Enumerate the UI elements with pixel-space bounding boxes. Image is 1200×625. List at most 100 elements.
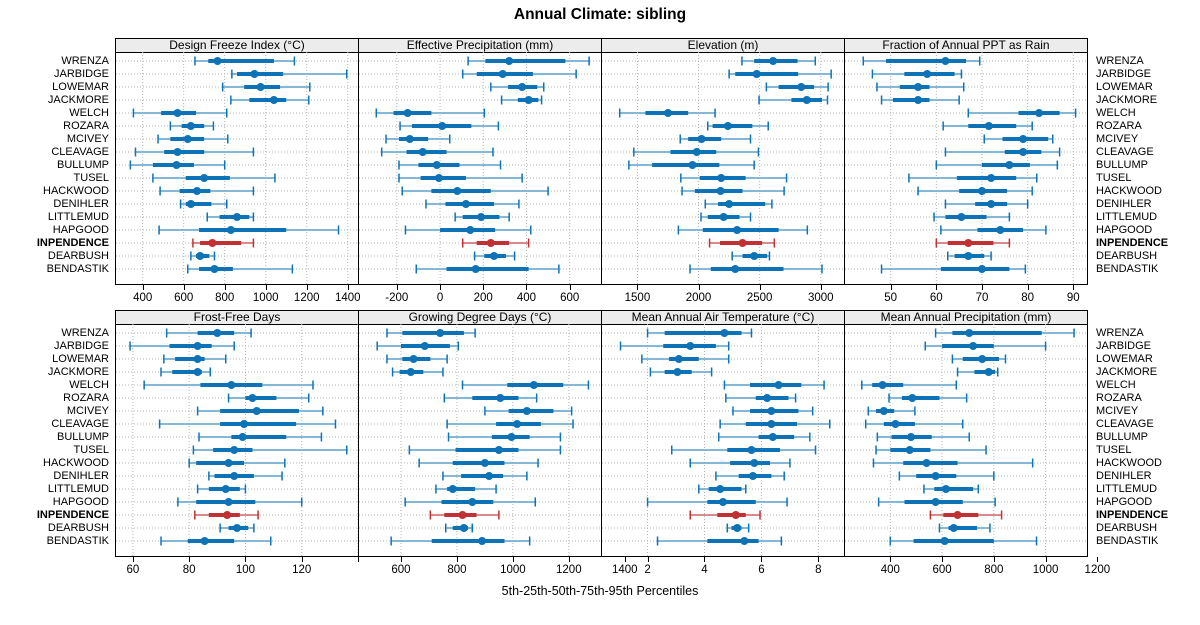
median-dot: [256, 83, 265, 91]
panel-strip: Effective Precipitation (mm): [358, 38, 602, 53]
site-label: CLEAVAGE: [51, 418, 109, 430]
percentile-interval-row: [219, 523, 255, 533]
percentile-interval-row: [461, 238, 530, 248]
median-dot: [996, 226, 1005, 234]
percentile-interval-row: [398, 160, 502, 170]
panel-canvas: [845, 52, 1087, 284]
percentile-interval-row: [376, 341, 460, 351]
site-label: HAPGOOD: [1096, 224, 1153, 236]
panel-title: Design Freeze Index (°C): [169, 38, 305, 52]
percentile-interval-row: [158, 225, 340, 235]
percentile-interval-row: [429, 510, 500, 520]
panel-plot: [601, 52, 845, 285]
percentile-interval-row: [871, 69, 963, 79]
median-dot: [750, 459, 759, 467]
axis-tick-label: 60: [929, 292, 943, 304]
percentile-interval-row: [425, 199, 520, 209]
site-label: WELCH: [69, 107, 109, 119]
axis-tick-label: 1200: [556, 564, 582, 576]
site-label: WELCH: [69, 379, 109, 391]
percentile-interval-row: [208, 471, 283, 481]
median-dot: [697, 135, 706, 143]
panel-plot: [844, 324, 1088, 557]
site-label: INPENDENCE: [1096, 509, 1169, 521]
percentile-interval-row: [473, 251, 516, 261]
median-dot: [513, 420, 522, 428]
median-dot: [221, 485, 230, 493]
median-dot: [964, 252, 973, 260]
percentile-interval-row: [704, 199, 773, 209]
percentile-interval-row: [169, 121, 215, 131]
median-dot: [193, 187, 202, 195]
percentile-interval-row: [929, 510, 1003, 520]
percentile-interval-row: [765, 82, 829, 92]
percentile-interval-row: [443, 393, 538, 403]
site-label: CLEAVAGE: [1096, 418, 1154, 430]
site-label: TUSEL: [1096, 172, 1132, 184]
panel-title: Effective Precipitation (mm): [406, 38, 554, 52]
median-dot: [477, 213, 486, 221]
site-label: INPENDENCE: [1096, 237, 1169, 249]
axis-tick: [224, 285, 226, 290]
percentile-interval-row: [641, 354, 730, 364]
site-label: DEARBUSH: [47, 522, 109, 534]
site-label: BULLUMP: [1096, 159, 1148, 171]
axis-tick: [698, 285, 700, 290]
median-dot: [891, 420, 900, 428]
axis-tick-label: 600: [932, 564, 952, 576]
percentile-interval-row: [129, 341, 235, 351]
median-dot: [941, 485, 950, 493]
site-labels-right-band0: WRENZA JARBIDGE LOWEMAR JACKMORE WELCH ROZARA…: [1091, 52, 1200, 285]
percentile-interval-row: [160, 536, 272, 546]
percentile-interval-row: [159, 186, 255, 196]
percentile-interval-row: [944, 199, 1029, 209]
median-dot: [748, 472, 757, 480]
axis-tick-label: 600: [391, 564, 411, 576]
median-dot: [420, 342, 429, 350]
median-dot: [673, 368, 682, 376]
axis-tick-label: 400: [516, 292, 537, 304]
percentile-interval-row: [689, 510, 761, 520]
axis-tick-label: 6: [758, 564, 765, 576]
percentile-interval-row: [165, 328, 252, 338]
axis-tick-label: 400: [880, 564, 900, 576]
percentile-interval-row: [861, 380, 958, 390]
axis-tick-label: 400: [133, 292, 153, 304]
percentile-interval-row: [134, 147, 255, 157]
percentile-interval-row: [758, 95, 829, 105]
median-dot: [183, 135, 192, 143]
percentile-interval-row: [876, 432, 970, 442]
site-label: BENDASTIK: [1096, 263, 1159, 275]
median-dot: [731, 511, 740, 519]
site-label: HAPGOOD: [1096, 496, 1153, 508]
median-dot: [471, 265, 480, 273]
median-dot: [208, 239, 217, 247]
percentile-interval-row: [646, 497, 788, 507]
percentile-interval-row: [935, 238, 1011, 248]
percentile-interval-row: [681, 186, 785, 196]
panel-plot: [358, 324, 602, 557]
percentile-interval-row: [880, 95, 960, 105]
median-dot: [941, 57, 950, 65]
median-dot: [496, 394, 505, 402]
median-dot: [984, 122, 993, 130]
axis-tick-label: 90: [1066, 292, 1080, 304]
median-dot: [459, 524, 468, 532]
panel-title: Mean Annual Precipitation (mm): [880, 310, 1052, 324]
percentile-interval-row: [192, 238, 255, 248]
panel-plot: [601, 324, 845, 557]
median-dot: [879, 407, 888, 415]
axis-tick-label: 2000: [685, 292, 712, 304]
panel-strip: Mean Annual Precipitation (mm): [844, 310, 1088, 325]
site-label: MCIVEY: [66, 133, 109, 145]
median-dot: [957, 213, 966, 221]
panel-strip: Mean Annual Air Temperature (°C): [601, 310, 845, 325]
percentile-interval-row: [206, 212, 255, 222]
percentile-interval-row: [385, 134, 451, 144]
axis-tick: [483, 285, 485, 290]
axis-tick: [1073, 285, 1075, 290]
site-label: DENIHLER: [53, 198, 109, 210]
percentile-interval-row: [689, 264, 823, 274]
chart-title: Annual Climate: sibling: [513, 6, 687, 23]
axis-tick-label: 1400: [334, 292, 361, 304]
